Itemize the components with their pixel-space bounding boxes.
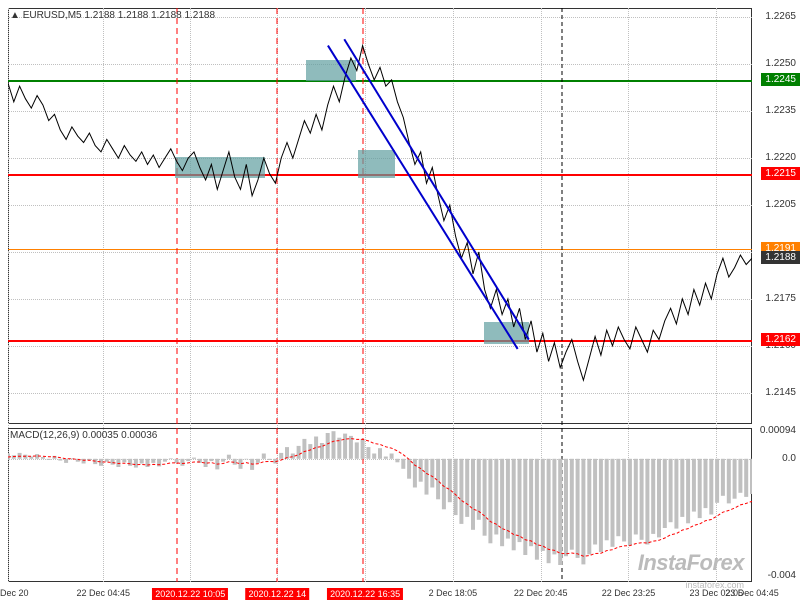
watermark-logo: InstaForex bbox=[638, 550, 744, 576]
y-axis-macd: -0.0040.00.00094 bbox=[752, 0, 800, 600]
symbol-title: ▲ EURUSD,M5 1.2188 1.2188 1.2188 1.2188 bbox=[10, 10, 215, 21]
trend-lines bbox=[8, 8, 752, 424]
x-axis: 21 Dec 2022 Dec 04:452020.12.22 10:05202… bbox=[0, 582, 752, 600]
watermark-url: instaforex.com bbox=[685, 580, 744, 590]
forex-chart: ▲ EURUSD,M5 1.2188 1.2188 1.2188 1.2188 … bbox=[0, 0, 800, 600]
macd-title: MACD(12,26,9) 0.00035 0.00036 bbox=[10, 430, 157, 441]
